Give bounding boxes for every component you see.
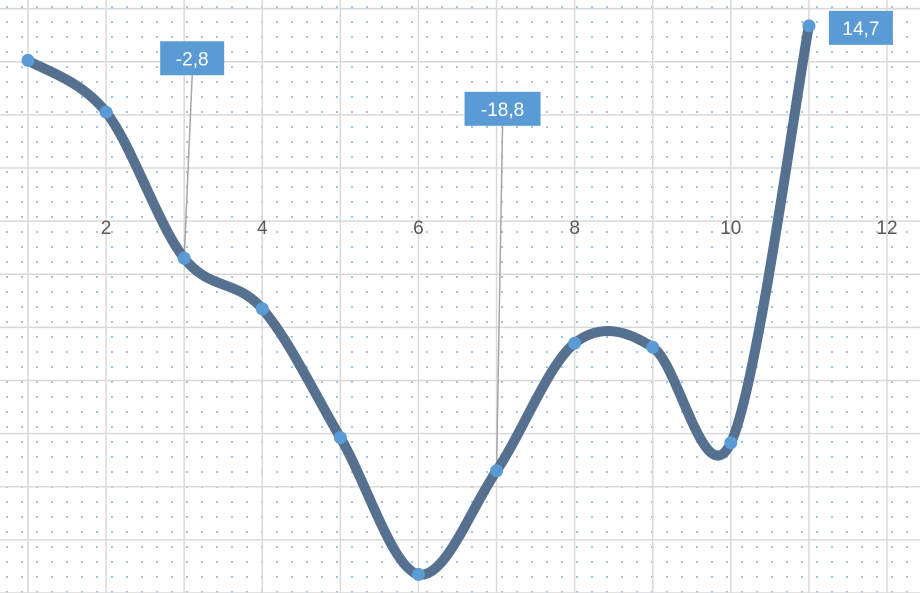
data-label-text: -2,8	[176, 49, 209, 70]
data-point	[21, 53, 35, 67]
data-label-text: 14,7	[842, 19, 879, 40]
x-tick-label: 12	[876, 218, 897, 239]
data-label: -2,8	[160, 41, 225, 76]
data-point	[255, 302, 269, 316]
x-tick-label: 6	[413, 218, 424, 239]
data-label-box	[828, 10, 893, 45]
data-point	[99, 105, 113, 119]
data-label-text: -18,8	[481, 100, 524, 121]
data-point	[802, 19, 816, 33]
data-point	[333, 431, 347, 445]
x-tick-label: 10	[720, 218, 741, 239]
data-label: -18,8	[464, 91, 541, 126]
data-label-box	[464, 91, 541, 126]
data-point	[177, 251, 191, 265]
data-point	[646, 340, 660, 354]
data-label-box	[160, 41, 225, 76]
x-axis-tick-labels: 2 4 6 8 10 12	[101, 218, 898, 239]
leader-line	[183, 75, 193, 259]
x-tick-label: 2	[101, 218, 112, 239]
data-label: 14,7	[828, 10, 893, 45]
x-tick-label: 8	[569, 218, 580, 239]
data-point	[490, 464, 504, 478]
data-point	[568, 336, 582, 350]
data-point	[724, 436, 738, 450]
leader-line	[495, 125, 504, 471]
data-labels: -2,8 -18,8 14,7	[160, 10, 893, 126]
data-markers	[21, 19, 816, 581]
x-tick-label: 4	[257, 218, 268, 239]
data-point	[411, 567, 425, 581]
leader-lines	[183, 75, 504, 471]
